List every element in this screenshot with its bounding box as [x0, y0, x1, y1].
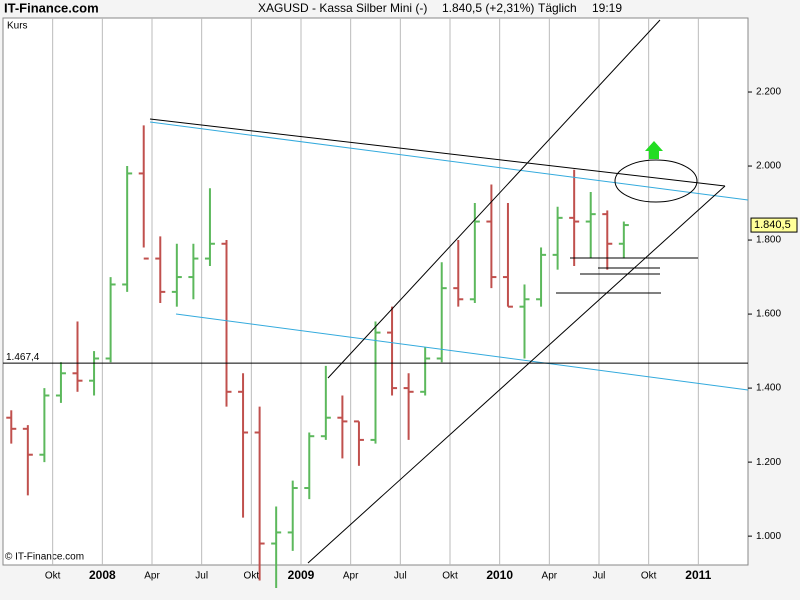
y-tick-label: 1.600	[756, 309, 781, 320]
bars	[6, 125, 629, 588]
x-tick-label: Jul	[195, 571, 208, 582]
x-tick-label: Okt	[45, 571, 61, 582]
x-tick-label: Apr	[343, 571, 359, 582]
y-label: Kurs	[7, 21, 28, 32]
y-tick-label: 2.000	[756, 161, 781, 172]
y-tick-label: 1.200	[756, 457, 781, 468]
y-tick-label: 1.000	[756, 531, 781, 542]
plot-area	[2, 17, 749, 566]
ellipse	[614, 159, 698, 203]
site: IT-Finance.com	[4, 0, 99, 15]
time: 19:19	[592, 1, 622, 15]
x-tick-label: 2011	[685, 568, 711, 582]
title: XAGUSD - Kassa Silber Mini (-)	[258, 1, 427, 15]
arrow-up	[645, 141, 663, 159]
trend-line	[307, 185, 726, 564]
last-price-box	[750, 217, 798, 233]
copyright: © IT-Finance.com	[5, 552, 84, 563]
x-tick-label: Jul	[593, 571, 606, 582]
period: Täglich	[538, 1, 577, 15]
trend-line	[175, 313, 749, 391]
x-tick-label: Apr	[542, 571, 558, 582]
y-tick-label: 2.200	[756, 87, 781, 98]
x-tick-label: Okt	[641, 571, 657, 582]
x-tick-label: 2009	[288, 568, 315, 582]
grid	[52, 18, 699, 565]
y-tick-label: 1.400	[756, 383, 781, 394]
x-tick-label: 2010	[486, 568, 513, 582]
last-price-label: 1.840,5	[754, 219, 791, 231]
y-tick-label: 1.800	[756, 235, 781, 246]
x-tick-label: Okt	[244, 571, 260, 582]
drawings	[149, 19, 749, 564]
trend-line	[149, 118, 726, 187]
trend-line	[149, 121, 749, 201]
x-tick-label: Jul	[394, 571, 407, 582]
x-tick-label: Apr	[144, 571, 160, 582]
overlays: 1.467,4 1.840,5	[3, 217, 798, 364]
trend-line	[327, 19, 661, 379]
quote: 1.840,5 (+2,31%)	[442, 1, 534, 15]
price-line-label: 1.467,4	[6, 352, 40, 363]
x-tick-label: Okt	[442, 571, 458, 582]
x-tick-label: 2008	[89, 568, 116, 582]
